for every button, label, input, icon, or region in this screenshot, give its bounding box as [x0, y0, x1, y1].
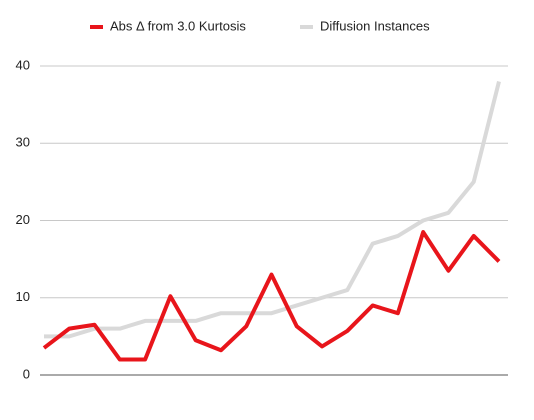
y-tick-label: 30: [16, 135, 30, 150]
legend-label: Diffusion Instances: [320, 18, 430, 33]
y-tick-label: 0: [23, 366, 30, 381]
y-tick-label: 20: [16, 212, 30, 227]
y-tick-label: 40: [16, 57, 30, 72]
legend-label: Abs Δ from 3.0 Kurtosis: [110, 18, 246, 33]
y-tick-label: 10: [16, 289, 30, 304]
line: [44, 80, 501, 339]
line: [42, 230, 501, 362]
